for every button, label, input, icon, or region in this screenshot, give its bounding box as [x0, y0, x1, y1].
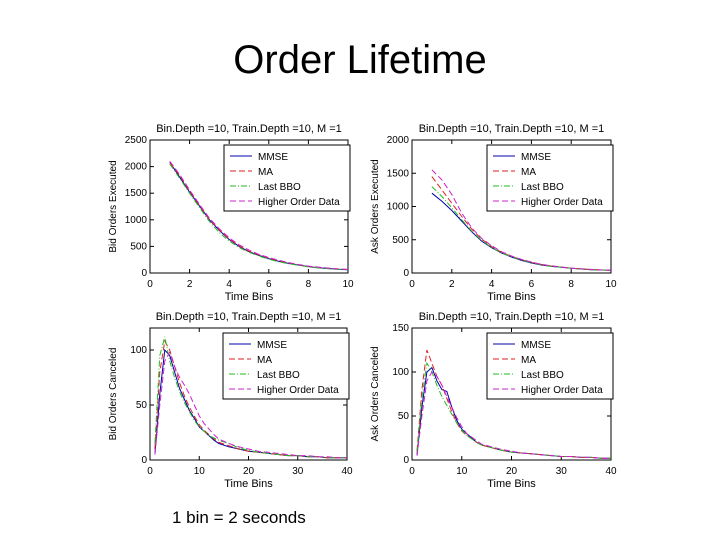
y-tick-label: 100	[392, 367, 409, 378]
x-tick-label: 10	[194, 466, 206, 477]
legend-label: Last BBO	[258, 182, 301, 193]
x-tick-label: 8	[306, 279, 312, 290]
x-tick-label: 4	[489, 279, 495, 290]
series-line-higher-order-data	[431, 169, 611, 271]
y-tick-label: 2000	[125, 162, 148, 173]
x-axis-label: Time Bins	[487, 291, 536, 303]
y-axis-label: Bid Orders Executed	[108, 160, 119, 252]
series-line-higher-order-data	[169, 161, 348, 270]
chart-panel-2: Bin.Depth =10, Train.Depth =10, M =1 0 2 4 6…	[370, 123, 617, 303]
legend-label: MMSE	[258, 152, 288, 163]
y-tick-label: 0	[141, 268, 147, 279]
legend-label: MA	[258, 167, 273, 178]
chart-title: Bin.Depth =10, Train.Depth =10, M =1	[156, 311, 342, 323]
chart-title: Bin.Depth =10, Train.Depth =10, M =1	[156, 123, 342, 135]
legend-label: MMSE	[521, 152, 551, 163]
y-tick-label: 150	[392, 323, 409, 334]
x-tick-label: 40	[605, 466, 617, 477]
legend-label: MA	[257, 355, 272, 366]
legend-label: Last BBO	[521, 182, 564, 193]
x-tick-label: 0	[409, 466, 415, 477]
y-tick-label: 2000	[387, 135, 410, 146]
y-tick-label: 50	[136, 400, 148, 411]
chart-title: Bin.Depth =10, Train.Depth =10, M =1	[419, 311, 605, 323]
legend-label: MMSE	[257, 340, 287, 351]
x-tick-label: 30	[292, 466, 304, 477]
x-tick-label: 0	[409, 279, 415, 290]
bin-footnote: 1 bin = 2 seconds	[172, 508, 306, 527]
x-tick-label: 40	[341, 466, 353, 477]
x-tick-label: 20	[506, 466, 518, 477]
series-line-last-bbo	[169, 163, 348, 271]
series-line-last-bbo	[154, 336, 347, 459]
chart-title: Bin.Depth =10, Train.Depth =10, M =1	[419, 123, 605, 135]
x-tick-label: 0	[147, 466, 153, 477]
legend-label: Last BBO	[521, 370, 564, 381]
y-tick-label: 1500	[125, 188, 148, 199]
x-tick-label: 20	[243, 466, 255, 477]
legend-label: Higher Order Data	[521, 197, 603, 208]
legend-label: Higher Order Data	[521, 385, 603, 396]
legend-label: MA	[521, 355, 536, 366]
y-tick-label: 1000	[125, 215, 148, 226]
chart-panel-3: Bin.Depth =10, Train.Depth =10, M =1 0 10 2…	[108, 311, 353, 490]
y-tick-label: 0	[403, 455, 409, 466]
series-line-ma	[154, 339, 347, 459]
series-line-higher-order-data	[154, 350, 347, 459]
x-tick-label: 4	[226, 279, 232, 290]
chart-panel-4: Bin.Depth =10, Train.Depth =10, M =1 0 10 2…	[370, 311, 617, 490]
x-tick-label: 10	[605, 279, 617, 290]
y-tick-label: 100	[130, 345, 147, 356]
x-axis-label: Time Bins	[487, 478, 536, 490]
x-tick-label: 2	[449, 279, 455, 290]
legend-label: MA	[521, 167, 536, 178]
x-tick-label: 8	[568, 279, 574, 290]
y-tick-label: 0	[141, 455, 147, 466]
y-axis-label: Bid Orders Canceled	[108, 348, 119, 441]
x-tick-label: 6	[529, 279, 535, 290]
x-tick-label: 0	[147, 279, 153, 290]
y-axis-label: Ask Orders Executed	[370, 159, 381, 253]
y-tick-label: 1000	[387, 202, 410, 213]
y-tick-label: 50	[398, 411, 410, 422]
series-line-higher-order-data	[416, 371, 611, 459]
x-tick-label: 30	[556, 466, 568, 477]
legend-label: MMSE	[521, 340, 551, 351]
y-tick-label: 500	[392, 235, 409, 246]
x-tick-label: 2	[187, 279, 193, 290]
y-tick-label: 0	[403, 268, 409, 279]
legend-label: Higher Order Data	[257, 385, 339, 396]
slide-title: Order Lifetime	[233, 38, 487, 82]
x-tick-label: 10	[456, 466, 468, 477]
x-axis-label: Time Bins	[224, 478, 273, 490]
legend-label: Higher Order Data	[258, 197, 340, 208]
chart-panel-1: Bin.Depth =10, Train.Depth =10, M =1 0 2 4 6…	[108, 123, 354, 303]
x-axis-label: Time Bins	[225, 291, 274, 303]
y-tick-label: 2500	[125, 135, 148, 146]
x-tick-label: 10	[342, 279, 354, 290]
y-tick-label: 500	[130, 241, 147, 252]
y-tick-label: 1500	[387, 168, 410, 179]
legend-label: Last BBO	[257, 370, 300, 381]
y-axis-label: Ask Orders Canceled	[370, 346, 381, 441]
x-tick-label: 6	[266, 279, 272, 290]
